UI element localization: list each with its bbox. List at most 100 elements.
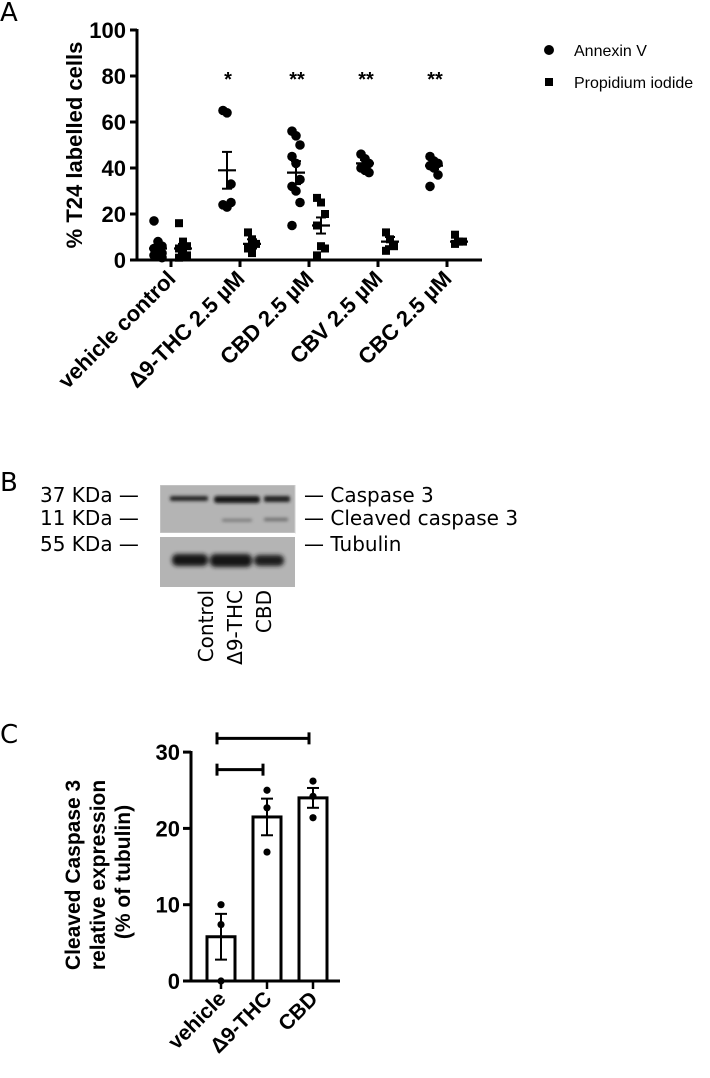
data-point bbox=[217, 901, 225, 909]
propidium-iodide-point bbox=[175, 219, 183, 228]
y-tick-label: 10 bbox=[156, 893, 180, 918]
chart-c-y-label-line2: relative expression bbox=[87, 780, 110, 970]
chart-c-y-axis-label: Cleaved Caspase 3 relative expression (%… bbox=[62, 774, 135, 970]
annexin-v-point bbox=[226, 179, 236, 189]
chart-c-y-label-line3: (% of tubulin) bbox=[112, 805, 135, 939]
propidium-iodide-point bbox=[321, 244, 329, 253]
propidium-iodide-point bbox=[313, 251, 321, 260]
propidium-iodide-point bbox=[382, 228, 390, 237]
data-point bbox=[309, 814, 317, 822]
significance-star: ** bbox=[358, 69, 374, 91]
data-point bbox=[217, 920, 225, 929]
annexin-v-point bbox=[222, 108, 232, 118]
annexin-v-point bbox=[287, 220, 297, 231]
y-tick-label: 100 bbox=[89, 18, 126, 43]
chart-a-data-points bbox=[149, 105, 468, 263]
annexin-v-point bbox=[295, 140, 305, 150]
blot-image bbox=[160, 485, 296, 587]
x-tick-label: Δ9-THC 2.5 µM bbox=[123, 266, 250, 393]
annexin-v-point bbox=[295, 174, 305, 185]
chart-a-legend: Annexin V Propidium iodide bbox=[544, 43, 693, 92]
data-point bbox=[309, 792, 317, 800]
lane-label-cbd: CBD bbox=[252, 590, 276, 633]
chart-a-significance-stars: * ** ** ** bbox=[224, 69, 443, 91]
data-point bbox=[309, 777, 317, 785]
annexin-v-point bbox=[291, 186, 301, 196]
chart-a-y-ticks: 0 20 40 60 80 100 bbox=[89, 18, 137, 273]
blot-left-labels: 37 KDa — 11 KDa — 55 KDa — bbox=[40, 484, 139, 556]
y-tick-label: 0 bbox=[114, 248, 126, 273]
annexin-v-point bbox=[364, 167, 374, 178]
significance-star: ** bbox=[427, 69, 443, 91]
chart-a-y-axis-label: % T24 labelled cells bbox=[62, 42, 87, 249]
chart-c-bars bbox=[205, 777, 329, 985]
marker-55kda: 55 KDa — bbox=[40, 532, 139, 556]
western-blot-panel: 37 KDa — 11 KDa — 55 KDa — — Ca bbox=[0, 470, 710, 680]
legend-entry-propidium-iodide: Propidium iodide bbox=[574, 75, 693, 92]
chart-c-bar: Cleaved Caspase 3 relative expression (%… bbox=[62, 732, 340, 1058]
lane-label-thc: Δ9-THC bbox=[223, 590, 247, 665]
lane-label-control: Control bbox=[194, 590, 218, 662]
band-label-tubulin: — Tubulin bbox=[304, 532, 402, 556]
chart-c-axes bbox=[189, 751, 340, 983]
annexin-v-point bbox=[433, 170, 443, 180]
panel-label-b: B bbox=[0, 468, 18, 498]
legend-circle-marker-icon bbox=[544, 45, 554, 55]
annexin-v-point bbox=[425, 181, 435, 192]
propidium-iodide-point bbox=[175, 253, 183, 262]
x-tick-label: vehicle control bbox=[53, 266, 180, 393]
propidium-iodide-point bbox=[248, 249, 256, 258]
annexin-v-point bbox=[291, 131, 301, 141]
propidium-iodide-point bbox=[451, 230, 459, 239]
blot-right-labels: — Caspase 3 — Cleaved caspase 3 — Tubuli… bbox=[304, 484, 518, 556]
chart-c-comparison-brackets bbox=[215, 732, 311, 776]
data-point bbox=[263, 804, 271, 812]
bar bbox=[251, 815, 283, 983]
y-tick-label: 40 bbox=[102, 156, 126, 181]
annexin-v-point bbox=[226, 197, 236, 208]
y-tick-label: 80 bbox=[102, 64, 126, 89]
panel-label-a: A bbox=[0, 0, 18, 28]
y-tick-label: 20 bbox=[156, 816, 180, 841]
chart-c-y-ticks: 0 10 20 30 bbox=[156, 740, 191, 994]
propidium-iodide-point bbox=[244, 228, 252, 237]
propidium-iodide-point bbox=[183, 251, 191, 260]
tubulin-bands bbox=[172, 554, 284, 567]
band-label-cleaved-caspase3: — Cleaved caspase 3 bbox=[304, 506, 519, 530]
propidium-iodide-point bbox=[313, 193, 321, 202]
legend-entry-annexin-v: Annexin V bbox=[574, 43, 647, 60]
propidium-iodide-point bbox=[317, 198, 325, 207]
y-tick-label: 20 bbox=[102, 202, 126, 227]
x-tick-label: CBD bbox=[274, 987, 322, 1035]
chart-c-y-label-line1: Cleaved Caspase 3 bbox=[62, 780, 85, 970]
cleaved-caspase3-bands bbox=[222, 518, 288, 522]
marker-37kda: 37 KDa — bbox=[40, 483, 139, 507]
marker-11kda: 11 KDa — bbox=[40, 506, 139, 530]
blot-lane-labels: Control Δ9-THC CBD bbox=[194, 590, 276, 665]
annexin-v-point bbox=[149, 216, 159, 226]
bar bbox=[297, 796, 329, 983]
significance-star: ** bbox=[289, 69, 305, 91]
chart-a-axes bbox=[135, 29, 482, 262]
data-point bbox=[263, 848, 271, 856]
chart-a-x-ticks bbox=[169, 260, 449, 267]
y-tick-label: 30 bbox=[156, 740, 180, 765]
propidium-iodide-point bbox=[183, 242, 191, 251]
legend-square-marker-icon bbox=[545, 78, 553, 86]
y-tick-label: 0 bbox=[168, 969, 180, 994]
propidium-iodide-point bbox=[321, 210, 329, 218]
y-tick-label: 60 bbox=[102, 110, 126, 135]
propidium-iodide-point bbox=[382, 246, 390, 255]
data-point bbox=[263, 786, 271, 794]
caspase3-bands bbox=[170, 496, 290, 503]
chart-c-x-ticks bbox=[219, 981, 315, 989]
propidium-iodide-point bbox=[179, 237, 187, 246]
annexin-v-point bbox=[157, 252, 167, 263]
significance-star: * bbox=[224, 69, 232, 91]
band-label-caspase3: — Caspase 3 bbox=[304, 483, 434, 507]
panel-label-c: C bbox=[0, 720, 19, 750]
annexin-v-point bbox=[295, 197, 305, 208]
